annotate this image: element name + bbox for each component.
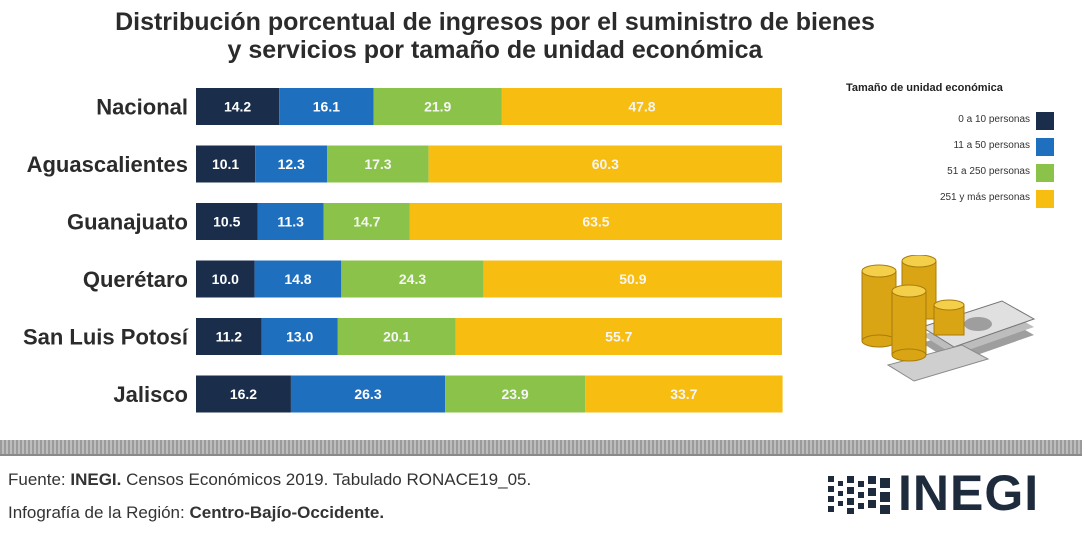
bar-segment <box>323 203 410 240</box>
credit-prefix: Infografía de la Región: <box>8 503 190 522</box>
bar-value-label: 13.0 <box>286 329 313 345</box>
bar-value-label: 10.1 <box>212 156 239 172</box>
category-label: Querétaro <box>83 267 188 292</box>
bar-segment <box>196 145 256 183</box>
bar-segment <box>327 145 429 183</box>
legend-swatch <box>1036 112 1054 130</box>
bar-value-label: 23.9 <box>501 386 528 402</box>
bar-segment <box>585 375 783 413</box>
bar-segment <box>261 318 338 355</box>
bar-segment <box>337 318 456 355</box>
legend-swatch <box>1036 190 1054 208</box>
bar-value-label: 10.5 <box>213 214 240 230</box>
bar-segment <box>501 88 782 125</box>
source-note: Fuente: INEGI. Censos Económicos 2019. T… <box>8 470 531 490</box>
bar-value-label: 33.7 <box>670 386 697 402</box>
category-label: San Luis Potosí <box>23 325 189 350</box>
bar-value-label: 11.2 <box>216 329 243 345</box>
bar-segment <box>196 318 262 355</box>
source-prefix: Fuente: <box>8 470 71 489</box>
bar-value-label: 20.1 <box>383 329 410 345</box>
category-label: Guanajuato <box>67 210 188 235</box>
bar-value-label: 11.3 <box>277 214 304 230</box>
bar-value-label: 63.5 <box>582 214 609 230</box>
coin-stack <box>861 255 965 362</box>
category-label: Nacional <box>96 95 188 120</box>
chart-title: Distribución porcentual de ingresos por … <box>0 8 990 64</box>
bar-segment <box>196 203 258 240</box>
category-label: Jalisco <box>113 382 188 407</box>
section-divider <box>0 440 1082 454</box>
source-org: INEGI. <box>70 470 122 489</box>
bar-value-label: 16.2 <box>230 386 257 402</box>
banknote-stack <box>886 300 1036 382</box>
credit-region: Centro-Bajío-Occidente. <box>189 503 385 522</box>
source-text: Censos Económicos 2019. Tabulado RONACE1… <box>121 470 532 489</box>
chart-title-line-2: y servicios por tamaño de unidad económi… <box>227 36 763 64</box>
bar-segment <box>279 88 374 125</box>
bar-segment <box>255 145 328 183</box>
bar-segment <box>341 260 484 298</box>
bar-value-label: 26.3 <box>354 386 381 402</box>
legend-item: 51 a 250 personas <box>842 162 1062 188</box>
chart-legend: Tamaño de unidad económica 0 a 10 person… <box>842 82 1062 214</box>
inegi-logo: INEGI <box>826 465 1046 524</box>
bar-segment <box>445 375 586 413</box>
bar-value-label: 14.7 <box>353 214 380 230</box>
chart-title-line-1: Distribución porcentual de ingresos por … <box>115 8 875 36</box>
bar-value-label: 21.9 <box>424 99 451 115</box>
category-label: Aguascalientes <box>27 152 188 177</box>
bar-segment <box>409 203 782 240</box>
bar-value-label: 50.9 <box>619 271 646 287</box>
legend-swatch <box>1036 138 1054 156</box>
bar-segment <box>290 375 446 413</box>
legend-label: 11 a 50 personas <box>953 140 1030 151</box>
bar-value-label: 60.3 <box>592 156 619 172</box>
legend-label: 51 a 250 personas <box>947 166 1030 177</box>
bar-segment <box>196 260 255 298</box>
bar-segment <box>196 88 280 125</box>
credit-note: Infografía de la Región: Centro-Bajío-Oc… <box>8 503 384 523</box>
legend-item: 0 a 10 personas <box>842 110 1062 136</box>
bar-value-label: 10.0 <box>212 271 239 287</box>
bar-segment <box>483 260 782 298</box>
legend-label: 251 y más personas <box>939 192 1030 203</box>
bar-segment <box>254 260 342 298</box>
legend-title: Tamaño de unidad económica <box>846 82 1003 94</box>
logo-text: INEGI <box>898 465 1040 521</box>
legend-swatch <box>1036 164 1054 182</box>
bar-value-label: 55.7 <box>605 329 632 345</box>
bar-value-label: 24.3 <box>399 271 426 287</box>
bar-value-label: 17.3 <box>364 156 391 172</box>
bar-value-label: 47.8 <box>628 99 655 115</box>
stacked-bar-chart: Nacional 14.2 16.1 21.9 47.8 Aguascalientes 10… <box>23 88 783 413</box>
bar-value-label: 16.1 <box>313 99 340 115</box>
bar-value-label: 14.8 <box>284 271 311 287</box>
bar-value-label: 14.2 <box>224 99 251 115</box>
bar-segment <box>257 203 324 240</box>
bar-value-label: 12.3 <box>278 156 305 172</box>
bar-segment <box>373 88 502 125</box>
bar-segment <box>196 375 291 413</box>
section-divider-line <box>0 454 1082 456</box>
bar-segment <box>428 145 782 183</box>
legend-item: 251 y más personas <box>842 188 1062 214</box>
legend-label: 0 a 10 personas <box>958 114 1030 125</box>
logo-dots-icon <box>828 476 890 514</box>
coins-and-banknotes-icon <box>861 255 1036 382</box>
bar-segment <box>455 318 782 355</box>
legend-item: 11 a 50 personas <box>842 136 1062 162</box>
